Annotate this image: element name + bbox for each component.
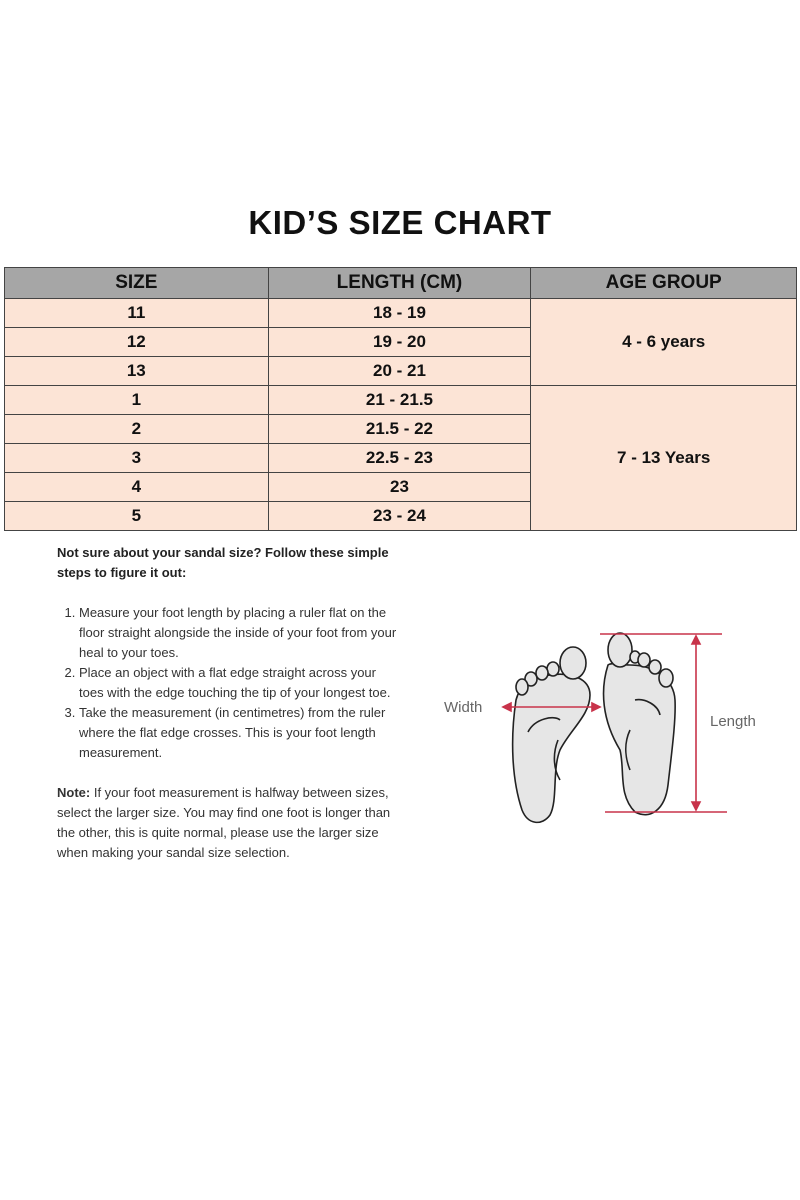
arrowhead-icon [591,701,602,713]
table-row: 4 23 [4,472,797,502]
size-cell: 5 [4,501,269,531]
size-cell: 4 [4,472,269,502]
length-cell: 18 - 19 [267,298,532,328]
size-cell: 11 [4,298,269,328]
table-row: 12 19 - 20 [4,327,797,357]
length-cell: 23 - 24 [267,501,532,531]
table-row: 1 21 - 21.5 7 - 13 Years [4,385,797,531]
sizing-help: Not sure about your sandal size? Follow … [57,543,397,863]
header-age-group: AGE GROUP [530,267,797,299]
step-item: Take the measurement (in centimetres) fr… [79,703,397,763]
table-row: 3 22.5 - 23 [4,443,797,473]
table-row: 2 21.5 - 22 [4,414,797,444]
foot-measurement-diagram: Width Length [444,632,756,824]
size-cell: 12 [4,327,269,357]
table-row: 5 23 - 24 [4,501,797,531]
age-group-cell: 7 - 13 Years [530,385,797,531]
step-item: Measure your foot length by placing a ru… [79,603,397,663]
length-cell: 19 - 20 [267,327,532,357]
length-cell: 21 - 21.5 [267,385,532,415]
age-group-cell: 4 - 6 years [530,298,797,386]
size-cell: 1 [4,385,269,415]
left-foot-icon [511,646,591,824]
steps-list: Measure your foot length by placing a ru… [57,603,397,763]
page-title: KID’S SIZE CHART [248,204,552,241]
length-label: Length [710,713,756,730]
header-length: LENGTH (CM) [267,267,532,299]
size-cell: 13 [4,356,269,386]
length-cell: 23 [267,472,532,502]
size-cell: 3 [4,443,269,473]
step-item: Place an object with a flat edge straigh… [79,663,397,703]
table-row: 11 18 - 19 4 - 6 years [4,298,797,386]
length-cell: 22.5 - 23 [267,443,532,473]
note-text: If your foot measurement is halfway betw… [57,785,391,860]
header-size: SIZE [4,267,269,299]
help-intro: Not sure about your sandal size? Follow … [57,545,389,580]
length-cell: 21.5 - 22 [267,414,532,444]
length-cell: 20 - 21 [267,356,532,386]
arrowhead-icon [501,701,512,713]
arrowhead-icon [690,801,702,812]
width-label: Width [444,699,482,716]
right-foot-icon [602,632,676,816]
note-label: Note: [57,785,91,800]
size-table: SIZE LENGTH (CM) AGE GROUP 11 18 - 19 4 - … [4,267,797,531]
table-header: SIZE LENGTH (CM) AGE GROUP [4,267,797,299]
arrowhead-icon [690,634,702,645]
note: Note: If your foot measurement is halfwa… [57,783,397,863]
size-cell: 2 [4,414,269,444]
